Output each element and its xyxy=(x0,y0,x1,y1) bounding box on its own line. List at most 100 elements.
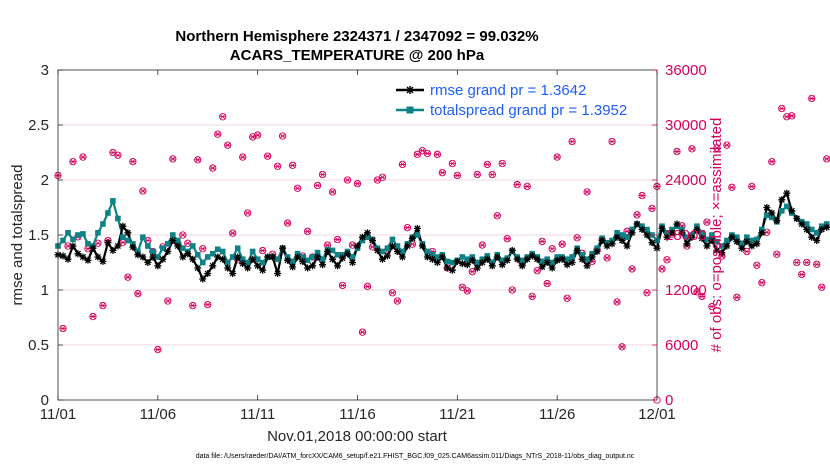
obs-assimilated-cross xyxy=(244,210,251,216)
rmse-point xyxy=(199,275,207,283)
rmse-point xyxy=(179,253,187,261)
rmse-point xyxy=(119,222,127,230)
obs-count-marker xyxy=(169,155,177,163)
obs-possible-circle xyxy=(698,292,706,301)
obs-count-marker xyxy=(453,171,461,180)
obs-count-marker xyxy=(224,141,232,149)
totalspread-point xyxy=(289,258,296,265)
obs-assimilated-cross xyxy=(698,293,705,300)
rmse-point xyxy=(129,243,137,251)
totalspread-point xyxy=(644,226,650,233)
obs-count-marker xyxy=(773,250,781,258)
obs-possible-circle xyxy=(303,227,312,235)
obs-possible-circle xyxy=(638,191,646,200)
legend-rmse-label: rmse grand pr = 1.3642 xyxy=(430,82,586,99)
obs-count-marker xyxy=(808,94,816,103)
rmse-point xyxy=(398,253,406,261)
rmse-point xyxy=(613,233,621,241)
obs-assimilated-cross xyxy=(823,156,830,162)
obs-assimilated-cross xyxy=(484,161,491,168)
rmse-point xyxy=(69,242,77,250)
rmse-point xyxy=(693,226,701,233)
rmse-point xyxy=(244,264,252,272)
rmse-point xyxy=(89,244,97,252)
obs-possible-circle xyxy=(573,234,581,242)
obs-possible-circle xyxy=(568,137,576,146)
obs-possible-circle xyxy=(663,256,671,264)
obs-assimilated-cross xyxy=(564,295,571,302)
totalspread-point xyxy=(259,259,266,266)
obs-assimilated-cross xyxy=(768,158,775,165)
obs-assimilated-cross xyxy=(94,240,101,247)
obs-count-marker xyxy=(583,188,591,196)
totalspread-point xyxy=(724,237,730,244)
obs-assimilated-cross xyxy=(339,282,346,289)
rmse-point xyxy=(483,255,491,263)
obs-possible-circle xyxy=(478,241,486,249)
rmse-point xyxy=(378,255,386,263)
obs-possible-circle xyxy=(458,283,466,291)
rmse-point xyxy=(84,256,92,264)
obs-possible-circle xyxy=(453,171,461,180)
totalspread-point xyxy=(434,254,441,260)
totalspread-point xyxy=(364,234,371,240)
obs-count-marker xyxy=(89,312,97,321)
obs-assimilated-cross xyxy=(284,220,291,226)
obs-assimilated-cross xyxy=(728,184,735,191)
obs-count-marker xyxy=(64,242,72,250)
totalspread-point xyxy=(459,254,466,260)
obs-count-marker xyxy=(798,270,806,279)
obs-assimilated-cross xyxy=(803,259,810,266)
rmse-point xyxy=(284,256,292,264)
obs-possible-circle xyxy=(723,141,731,149)
y-tick-label: 0.5 xyxy=(28,337,49,354)
obs-possible-circle xyxy=(398,160,407,169)
rmse-point xyxy=(523,255,531,263)
obs-assimilated-cross xyxy=(818,284,825,291)
obs-count-marker xyxy=(363,282,372,290)
rmse-point xyxy=(299,257,307,265)
obs-possible-circle xyxy=(283,219,292,227)
obs-count-marker xyxy=(538,237,546,246)
rmse-point xyxy=(518,262,526,270)
obs-count-marker xyxy=(229,229,237,237)
obs-count-marker xyxy=(209,164,217,172)
rmse-point xyxy=(753,240,761,248)
obs-possible-circle xyxy=(533,267,541,275)
rmse-point xyxy=(388,242,396,250)
obs-possible-circle xyxy=(693,288,701,296)
obs-count-marker xyxy=(214,130,222,138)
obs-count-marker xyxy=(154,345,162,354)
totalspread-point xyxy=(549,259,555,266)
totalspread-point xyxy=(564,256,570,262)
rmse-point xyxy=(274,270,282,277)
rmse-point xyxy=(728,233,736,241)
obs-assimilated-cross xyxy=(129,158,136,165)
obs-possible-circle xyxy=(393,297,402,305)
obs-count-marker xyxy=(184,239,192,247)
obs-possible-circle xyxy=(548,245,556,253)
obs-assimilated-cross xyxy=(778,105,785,112)
obs-count-marker xyxy=(333,235,342,244)
series-markers xyxy=(54,189,830,283)
rmse-point xyxy=(448,266,456,274)
totalspread-point xyxy=(125,237,131,244)
rmse-point xyxy=(698,234,706,242)
totalspread-point xyxy=(474,259,481,266)
obs-count-marker xyxy=(259,246,267,255)
obs-assimilated-cross xyxy=(569,138,576,145)
totalspread-point xyxy=(734,234,740,240)
obs-possible-circle xyxy=(179,231,187,239)
obs-assimilated-cross xyxy=(394,298,401,304)
obs-assimilated-cross xyxy=(619,343,626,350)
obs-count-marker xyxy=(768,158,776,166)
rmse-point xyxy=(778,196,786,204)
obs-possible-circle xyxy=(114,151,122,159)
obs-assimilated-cross xyxy=(279,133,286,139)
totalspread-point xyxy=(709,232,715,238)
obs-possible-circle xyxy=(728,183,736,191)
obs-count-marker xyxy=(818,283,826,291)
rmse-point xyxy=(813,237,821,244)
totalspread-point xyxy=(749,237,755,244)
obs-assimilated-cross xyxy=(89,313,96,320)
